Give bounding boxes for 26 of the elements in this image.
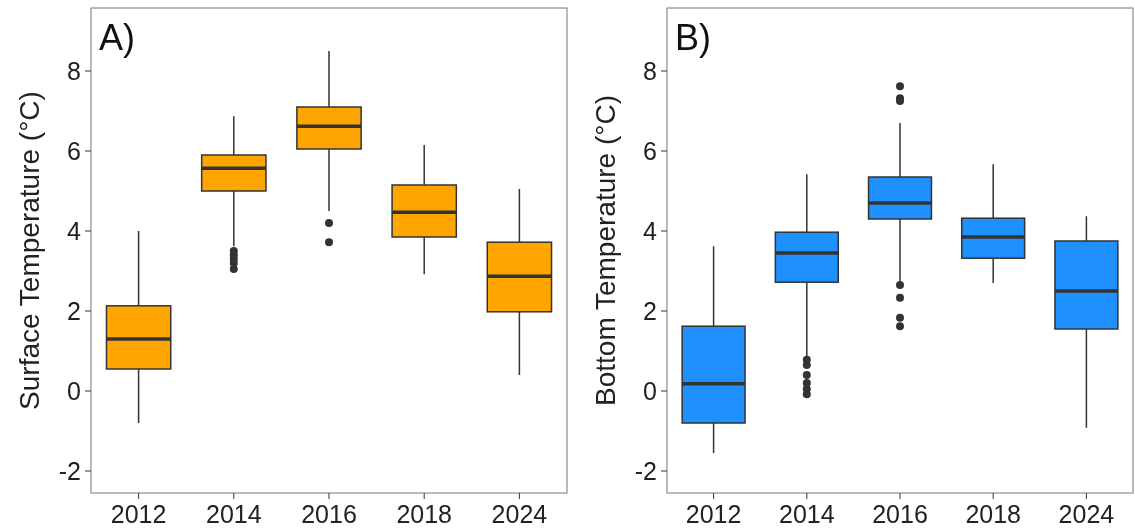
y-tick-label: 6 — [67, 136, 81, 165]
x-tick-label: 2018 — [965, 500, 1022, 528]
y-tick-label: 6 — [643, 136, 657, 165]
x-tick-label: 2024 — [491, 500, 548, 528]
y-axis-title: Surface Temperature (°C) — [14, 91, 45, 410]
x-tick-label: 2014 — [205, 500, 262, 528]
chart-title: A) — [99, 17, 135, 58]
x-tick-label: 2024 — [1058, 500, 1115, 528]
y-tick-label: 0 — [67, 376, 81, 405]
y-tick-label: 8 — [67, 56, 81, 85]
x-tick-label: 2012 — [110, 500, 167, 528]
y-tick-label: -2 — [634, 456, 657, 485]
y-tick-label: 2 — [67, 296, 81, 325]
x-tick-label: 2012 — [685, 500, 742, 528]
y-tick-label: 8 — [643, 56, 657, 85]
y-tick-label: 4 — [643, 216, 658, 245]
y-tick-label: -2 — [58, 456, 81, 485]
x-tick-label: 2018 — [396, 500, 453, 528]
chart-title: B) — [675, 17, 711, 58]
x-tick-label: 2014 — [778, 500, 835, 528]
y-tick-label: 0 — [643, 376, 657, 405]
x-tick-label: 2016 — [872, 500, 928, 528]
x-tick-label: 2016 — [301, 500, 357, 528]
y-tick-label: 2 — [643, 296, 657, 325]
y-axis-title: Bottom Temperature (°C) — [590, 94, 621, 407]
y-tick-label: 4 — [67, 216, 82, 245]
